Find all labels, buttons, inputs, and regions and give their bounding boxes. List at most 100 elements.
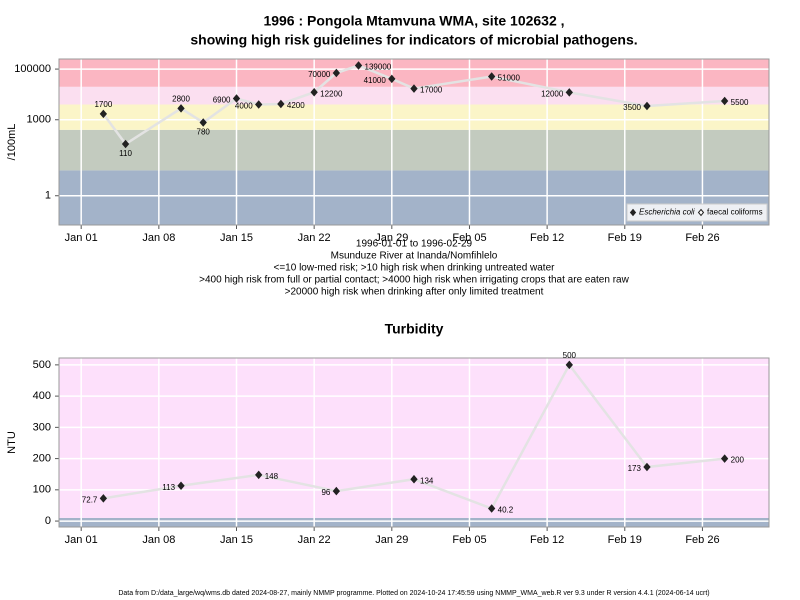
legend-marker (629, 208, 637, 217)
data-point (177, 104, 185, 113)
chart-title: showing high risk guidelines for indicat… (190, 32, 637, 48)
y-tick-label: 100000 (14, 63, 51, 75)
y-tick-label: 0 (45, 515, 51, 527)
x-tick-label: Feb 05 (452, 534, 486, 546)
data-point (354, 61, 363, 70)
data-label: 110 (119, 149, 132, 158)
x-tick-label: Jan 08 (142, 232, 175, 244)
data-point (232, 94, 241, 103)
data-point (277, 99, 285, 109)
data-label: 134 (420, 476, 434, 485)
data-label: 1700 (94, 100, 112, 109)
subtitle: >400 high risk from full or partial cont… (199, 275, 629, 286)
data-point (487, 72, 496, 81)
risk-band (59, 358, 769, 518)
data-point (332, 486, 341, 496)
footer: Data from D:/data_large/wq/wms.db dated … (118, 590, 709, 597)
data-label: 4200 (287, 101, 305, 110)
data-point (487, 504, 496, 513)
plot-frame (58, 357, 770, 528)
x-tick-label: Jan 01 (65, 534, 98, 546)
data-point (255, 100, 263, 109)
data-point (410, 84, 418, 93)
x-tick-label: Jan 29 (375, 232, 408, 244)
data-point (720, 96, 729, 106)
x-tick-label: Jan 29 (375, 534, 408, 546)
y-axis-label: NTU (6, 431, 18, 454)
legend-marker (697, 208, 705, 217)
x-tick-label: Jan 08 (142, 534, 175, 546)
y-tick-label: 200 (33, 452, 51, 464)
risk-band (59, 517, 769, 527)
data-label: 173 (628, 464, 642, 473)
data-label: 2800 (172, 95, 190, 104)
data-point (643, 101, 651, 111)
y-tick-label: 1 (45, 190, 51, 202)
data-label: 139000 (365, 63, 392, 72)
x-tick-label: Feb 12 (530, 232, 564, 244)
data-label: 40.2 (498, 506, 514, 515)
data-label: 500 (563, 351, 577, 360)
data-label: 6900 (213, 96, 231, 105)
data-label: 70000 (308, 70, 331, 79)
x-tick-label: Feb 26 (685, 232, 719, 244)
data-label: 5500 (731, 98, 749, 107)
x-tick-label: Feb 05 (452, 232, 486, 244)
data-label: 96 (321, 488, 330, 497)
data-point (121, 139, 130, 149)
data-point (410, 474, 418, 484)
subtitle: <=10 low-med risk; >10 high risk when dr… (274, 263, 556, 274)
subtitle: 1996-01-01 to 1996-02-29 (356, 239, 473, 250)
data-point (565, 360, 573, 370)
legend-label: Escherichia coli (639, 208, 695, 217)
x-tick-label: Feb 26 (685, 534, 719, 546)
x-tick-label: Feb 12 (530, 534, 564, 546)
data-label: 113 (162, 483, 175, 492)
legend-box (626, 203, 768, 222)
y-tick-label: 1000 (27, 114, 51, 126)
y-axis-label: /100mL (6, 124, 18, 161)
plot-frame (58, 58, 770, 226)
chart-title: 1996 : Pongola Mtamvuna WMA, site 102632… (263, 13, 564, 29)
data-label: 51000 (498, 74, 521, 83)
data-label: 72.7 (82, 495, 98, 504)
x-tick-label: Feb 19 (608, 534, 642, 546)
data-label: 12000 (541, 90, 564, 99)
data-label: 17000 (420, 86, 443, 95)
y-tick-label: 300 (33, 421, 51, 433)
x-tick-label: Jan 22 (298, 534, 331, 546)
x-tick-label: Jan 01 (65, 232, 98, 244)
data-point (720, 454, 729, 463)
x-tick-label: Feb 19 (608, 232, 642, 244)
data-label: 780 (197, 128, 211, 137)
data-point (565, 88, 573, 97)
data-point (643, 462, 651, 472)
data-point (177, 481, 185, 491)
y-tick-label: 500 (33, 359, 51, 371)
risk-band (59, 129, 769, 171)
data-point (332, 68, 341, 78)
risk-band (59, 59, 769, 87)
chart-title: Turbidity (385, 321, 444, 337)
data-label: 148 (265, 472, 279, 481)
data-point (99, 494, 108, 503)
data-point (388, 74, 396, 84)
data-label: 200 (731, 456, 745, 465)
data-point (199, 118, 207, 127)
x-tick-label: Jan 15 (220, 232, 253, 244)
data-point (255, 470, 263, 480)
x-tick-label: Jan 15 (220, 534, 253, 546)
series-line (102, 64, 725, 146)
y-tick-label: 400 (33, 390, 51, 402)
subtitle: Msunduze River at Inanda/Nomfihlelo (331, 251, 498, 262)
y-tick-label: 100 (33, 484, 51, 496)
data-point (99, 109, 108, 119)
legend-label: faecal coliforms (707, 208, 763, 217)
data-label: 3500 (623, 103, 641, 112)
data-label: 12200 (320, 89, 343, 98)
x-tick-label: Jan 22 (298, 232, 331, 244)
data-label: 41000 (364, 76, 387, 85)
risk-band (59, 104, 769, 130)
